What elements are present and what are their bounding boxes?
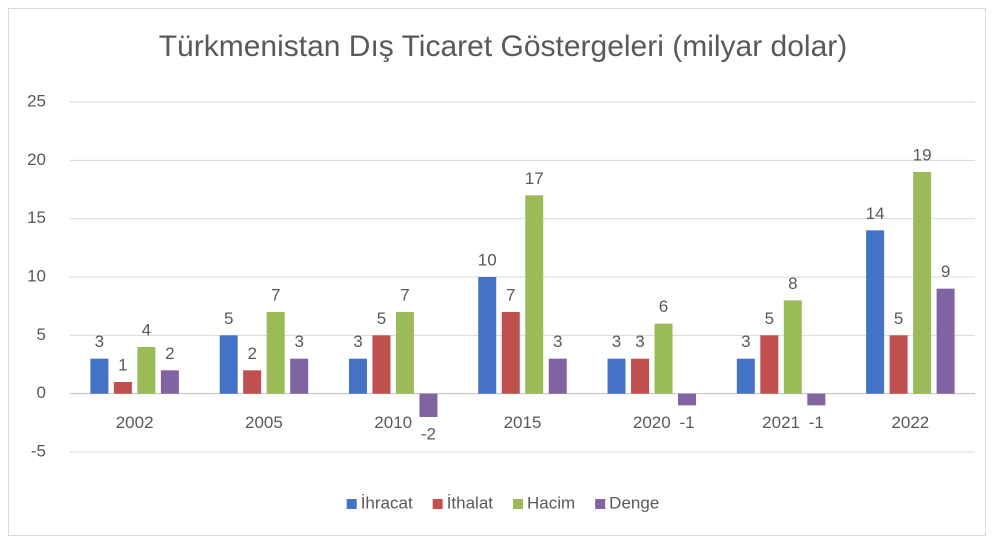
y-tick-label: 20 xyxy=(27,150,46,169)
x-tick-label: 2015 xyxy=(504,413,542,432)
data-label: 5 xyxy=(765,309,774,328)
bar xyxy=(501,312,520,394)
data-label: 9 xyxy=(941,262,950,281)
data-label: 14 xyxy=(866,204,885,223)
data-label: 5 xyxy=(377,309,386,328)
legend-label: İthalat xyxy=(447,493,494,512)
bar xyxy=(372,335,391,394)
data-label: 5 xyxy=(894,309,903,328)
data-label: 1 xyxy=(118,355,127,374)
x-tick-label: 2020 xyxy=(633,413,671,432)
data-label: 3 xyxy=(294,332,303,351)
bar xyxy=(678,393,697,406)
data-label: 6 xyxy=(659,297,668,316)
data-label: 2 xyxy=(247,344,256,363)
bar xyxy=(736,358,755,394)
bar xyxy=(113,382,132,394)
data-label: 3 xyxy=(741,332,750,351)
bar xyxy=(137,347,156,394)
data-label: 7 xyxy=(271,285,280,304)
data-label: 2 xyxy=(165,344,174,363)
y-tick-label: 0 xyxy=(37,383,46,402)
data-label: 3 xyxy=(353,332,362,351)
bar xyxy=(266,312,285,394)
data-label: 3 xyxy=(553,332,562,351)
legend-swatch xyxy=(346,499,357,509)
legend-swatch xyxy=(432,499,443,509)
bar xyxy=(290,358,309,394)
bar xyxy=(631,358,650,394)
legend-label: İhracat xyxy=(361,493,413,512)
data-label: -2 xyxy=(421,424,436,443)
x-tick-label: 2022 xyxy=(891,413,929,432)
chart-border xyxy=(8,8,986,536)
x-tick-label: 2005 xyxy=(245,413,283,432)
bar xyxy=(607,358,626,394)
x-tick-label: 2002 xyxy=(116,413,154,432)
data-label: 8 xyxy=(788,274,797,293)
bar xyxy=(936,288,955,394)
legend-label: Denge xyxy=(609,493,659,512)
bar xyxy=(419,393,438,417)
legend-swatch xyxy=(513,499,524,509)
bar xyxy=(760,335,779,394)
bar xyxy=(913,172,932,394)
data-label: 10 xyxy=(478,250,497,269)
bar xyxy=(783,300,802,394)
bar xyxy=(807,393,826,406)
data-label: -1 xyxy=(679,413,694,432)
y-tick-label: 15 xyxy=(27,208,46,227)
data-label: 7 xyxy=(400,285,409,304)
data-label: -1 xyxy=(809,413,824,432)
data-label: 7 xyxy=(506,285,515,304)
bar xyxy=(866,230,885,394)
bar xyxy=(478,277,497,394)
y-tick-label: 10 xyxy=(27,266,46,285)
y-tick-label: 25 xyxy=(27,91,46,110)
y-tick-label: 5 xyxy=(37,325,46,344)
bar xyxy=(548,358,567,394)
data-label: 3 xyxy=(612,332,621,351)
bar xyxy=(889,335,908,394)
bar xyxy=(395,312,414,394)
data-label: 4 xyxy=(142,320,151,339)
data-label: 3 xyxy=(95,332,104,351)
legend-swatch xyxy=(595,499,606,509)
x-tick-label: 2021 xyxy=(762,413,800,432)
bar xyxy=(160,370,179,394)
bar xyxy=(243,370,262,394)
data-label: 19 xyxy=(913,145,932,164)
bar xyxy=(90,358,109,394)
bar xyxy=(348,358,367,394)
x-tick-label: 2010 xyxy=(374,413,412,432)
data-label: 5 xyxy=(224,309,233,328)
chart-title: Türkmenistan Dış Ticaret Göstergeleri (m… xyxy=(159,30,848,63)
data-label: 17 xyxy=(525,169,544,188)
bar xyxy=(654,323,673,394)
bar xyxy=(219,335,238,394)
data-label: 3 xyxy=(635,332,644,351)
legend-label: Hacim xyxy=(527,493,575,512)
y-tick-label: -5 xyxy=(31,441,46,460)
bar xyxy=(525,195,544,394)
